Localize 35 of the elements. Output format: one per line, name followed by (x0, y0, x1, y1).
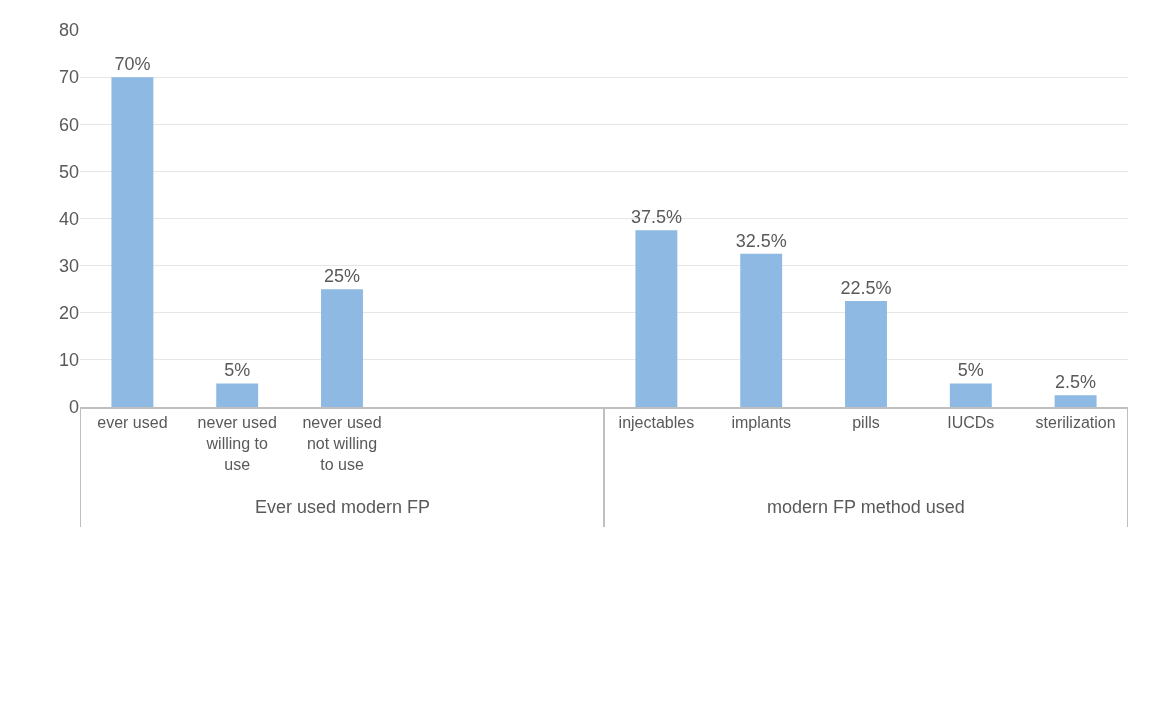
bar (949, 383, 992, 407)
bar (845, 300, 887, 407)
bar (216, 383, 259, 407)
data-label: 32.5% (735, 230, 787, 251)
x-tick-label: implants (731, 414, 791, 432)
y-tick-label: 10 (58, 350, 79, 371)
data-label: 25% (323, 266, 361, 287)
y-tick-label: 30 (58, 255, 79, 276)
x-tick-label: ever used (97, 414, 168, 432)
bar (321, 289, 363, 407)
data-label: 22.5% (840, 277, 892, 298)
x-tick-label: sterilization (1035, 414, 1116, 432)
data-label: 70% (114, 54, 151, 75)
bar (1054, 395, 1097, 407)
data-label: 5% (224, 360, 251, 381)
bar (111, 77, 154, 407)
x-tick-label: pills (852, 414, 880, 432)
y-tick-label: 60 (58, 114, 79, 135)
y-tick-label: 20 (58, 303, 79, 324)
y-tick-label: 0 (68, 397, 79, 418)
y-tick-label: 40 (58, 208, 79, 229)
text: Ever used modern FP (255, 497, 431, 517)
data-label: 5% (957, 360, 984, 381)
bar (740, 253, 783, 407)
x-tick-label: IUCDs (947, 414, 995, 432)
x-tick-label: never used not willing to use (302, 414, 382, 473)
data-label: 37.5% (630, 207, 682, 228)
bar (635, 230, 678, 407)
x-tick-label: never used willing to use (197, 414, 277, 473)
data-label: 2.5% (1055, 372, 1097, 393)
y-tick-label: 50 (58, 161, 79, 182)
text: modern FP method used (767, 497, 965, 517)
y-tick-label: 70 (58, 67, 79, 88)
x-tick-label: injectables (618, 414, 695, 432)
y-tick-label: 80 (58, 20, 79, 41)
